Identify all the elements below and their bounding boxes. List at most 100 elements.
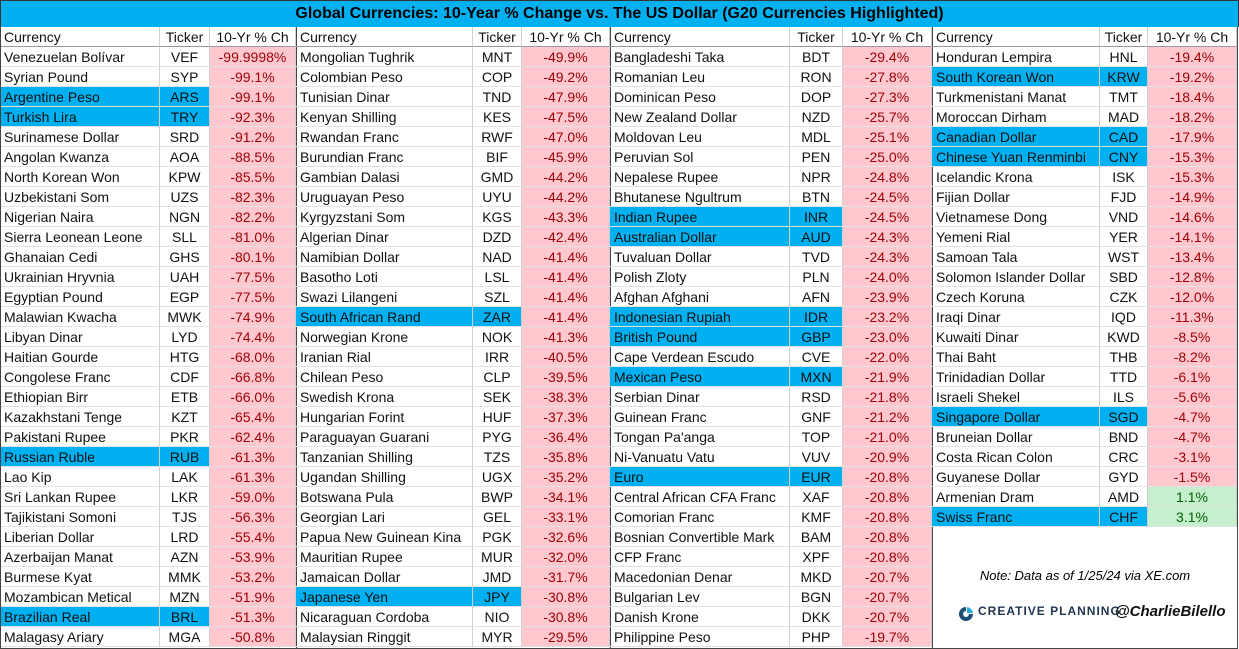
ticker: LSL bbox=[473, 267, 522, 287]
change: -25.7% bbox=[843, 107, 932, 127]
ticker: SBD bbox=[1100, 267, 1148, 287]
ticker: NOK bbox=[473, 327, 522, 347]
note: Note: Data as of 1/25/24 via XE.com bbox=[979, 568, 1191, 583]
ticker: PHP bbox=[790, 627, 843, 647]
currency-name: Malagasy Ariary bbox=[0, 627, 160, 647]
currency-name: Sri Lankan Rupee bbox=[0, 487, 160, 507]
ticker: BGN bbox=[790, 587, 843, 607]
ticker: AUD bbox=[790, 227, 843, 247]
ticker: LYD bbox=[160, 327, 210, 347]
ticker: GMD bbox=[473, 167, 522, 187]
ticker: GHS bbox=[160, 247, 210, 267]
change: -47.0% bbox=[522, 127, 610, 147]
currency-name: Euro bbox=[610, 467, 790, 487]
ticker: HNL bbox=[1100, 47, 1148, 67]
ticker: BDT bbox=[790, 47, 843, 67]
change: -34.1% bbox=[522, 487, 610, 507]
change: -99.1% bbox=[210, 87, 296, 107]
currency-name: Swiss Franc bbox=[932, 507, 1100, 527]
change: -44.2% bbox=[522, 187, 610, 207]
currency-name: Tuvaluan Dollar bbox=[610, 247, 790, 267]
change: -24.0% bbox=[843, 267, 932, 287]
change: -55.4% bbox=[210, 527, 296, 547]
currency-name: Comorian Franc bbox=[610, 507, 790, 527]
ticker: PLN bbox=[790, 267, 843, 287]
ticker: GEL bbox=[473, 507, 522, 527]
currency-name: Mauritian Rupee bbox=[296, 547, 473, 567]
ticker: SGD bbox=[1100, 407, 1148, 427]
currency-name: North Korean Won bbox=[0, 167, 160, 187]
currency-name: Ethiopian Birr bbox=[0, 387, 160, 407]
change: -41.4% bbox=[522, 247, 610, 267]
change: -20.7% bbox=[843, 567, 932, 587]
change: -23.9% bbox=[843, 287, 932, 307]
currency-name: Kyrgyzstani Som bbox=[296, 207, 473, 227]
change: -32.0% bbox=[522, 547, 610, 567]
currency-name: Vietnamese Dong bbox=[932, 207, 1100, 227]
change: -41.4% bbox=[522, 267, 610, 287]
currency-name: Philippine Peso bbox=[610, 627, 790, 647]
change: -44.2% bbox=[522, 167, 610, 187]
change: -25.0% bbox=[843, 147, 932, 167]
change: -3.1% bbox=[1148, 447, 1237, 467]
ticker: CLP bbox=[473, 367, 522, 387]
ticker: SZL bbox=[473, 287, 522, 307]
change: -14.6% bbox=[1148, 207, 1237, 227]
change: -22.0% bbox=[843, 347, 932, 367]
currency-name: Bruneian Dollar bbox=[932, 427, 1100, 447]
change: -82.2% bbox=[210, 207, 296, 227]
currency-name: Peruvian Sol bbox=[610, 147, 790, 167]
ticker: PEN bbox=[790, 147, 843, 167]
currency-name: Afghan Afghani bbox=[610, 287, 790, 307]
change: -29.4% bbox=[843, 47, 932, 67]
currency-name: Guinean Franc bbox=[610, 407, 790, 427]
currency-name: Mongolian Tughrik bbox=[296, 47, 473, 67]
currency-name: British Pound bbox=[610, 327, 790, 347]
currency-name: Tunisian Dinar bbox=[296, 87, 473, 107]
change: -32.6% bbox=[522, 527, 610, 547]
currency-name: Serbian Dinar bbox=[610, 387, 790, 407]
currency-name: Norwegian Krone bbox=[296, 327, 473, 347]
currency-name: Costa Rican Colon bbox=[932, 447, 1100, 467]
currency-name: Mexican Peso bbox=[610, 367, 790, 387]
currency-name: Bulgarian Lev bbox=[610, 587, 790, 607]
change: -1.5% bbox=[1148, 467, 1237, 487]
currency-name: Surinamese Dollar bbox=[0, 127, 160, 147]
column-header: Currency bbox=[932, 27, 1100, 47]
currency-name: Central African CFA Franc bbox=[610, 487, 790, 507]
currency-name: Swedish Krona bbox=[296, 387, 473, 407]
ticker: UGX bbox=[473, 467, 522, 487]
change: -30.8% bbox=[522, 587, 610, 607]
ticker: KES bbox=[473, 107, 522, 127]
logo-icon bbox=[959, 607, 973, 621]
currency-name: Solomon Islander Dollar bbox=[932, 267, 1100, 287]
currency-name: Nicaraguan Cordoba bbox=[296, 607, 473, 627]
ticker: AFN bbox=[790, 287, 843, 307]
currency-name: Romanian Leu bbox=[610, 67, 790, 87]
ticker: MDL bbox=[790, 127, 843, 147]
change: -47.5% bbox=[522, 107, 610, 127]
ticker: SRD bbox=[160, 127, 210, 147]
change: -12.0% bbox=[1148, 287, 1237, 307]
change: -11.3% bbox=[1148, 307, 1237, 327]
currency-name: Fijian Dollar bbox=[932, 187, 1100, 207]
ticker: BIF bbox=[473, 147, 522, 167]
ticker: IDR bbox=[790, 307, 843, 327]
ticker: SEK bbox=[473, 387, 522, 407]
ticker: MWK bbox=[160, 307, 210, 327]
currency-name: Chilean Peso bbox=[296, 367, 473, 387]
ticker: THB bbox=[1100, 347, 1148, 367]
change: -4.7% bbox=[1148, 427, 1237, 447]
ticker: JMD bbox=[473, 567, 522, 587]
change: -6.1% bbox=[1148, 367, 1237, 387]
change: 1.1% bbox=[1148, 487, 1237, 507]
currency-name: Israeli Shekel bbox=[932, 387, 1100, 407]
change: -50.8% bbox=[210, 627, 296, 647]
currency-name: Egyptian Pound bbox=[0, 287, 160, 307]
currency-name: Jamaican Dollar bbox=[296, 567, 473, 587]
column-header: Ticker bbox=[473, 27, 522, 47]
change: -66.0% bbox=[210, 387, 296, 407]
change: -8.5% bbox=[1148, 327, 1237, 347]
change: -49.2% bbox=[522, 67, 610, 87]
